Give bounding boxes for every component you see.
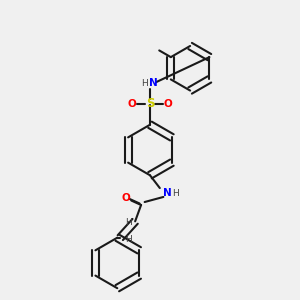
Text: H: H <box>141 79 148 88</box>
Text: O: O <box>164 99 172 109</box>
Text: N: N <box>163 188 171 198</box>
Text: H: H <box>125 235 131 244</box>
Text: H: H <box>172 189 179 198</box>
Text: O: O <box>128 99 136 109</box>
Text: O: O <box>122 193 130 202</box>
Text: H: H <box>125 218 132 227</box>
Text: N: N <box>149 78 158 88</box>
Text: S: S <box>146 98 154 110</box>
